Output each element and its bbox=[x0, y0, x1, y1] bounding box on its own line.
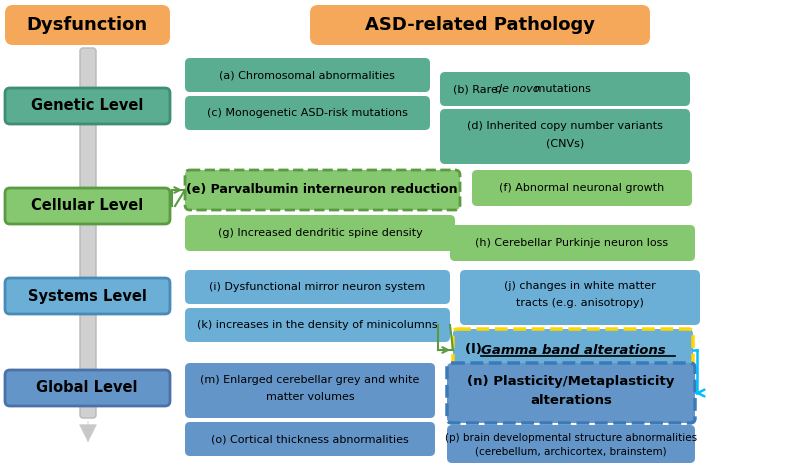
FancyBboxPatch shape bbox=[185, 422, 435, 456]
Text: (f) Abnormal neuronal growth: (f) Abnormal neuronal growth bbox=[499, 183, 665, 193]
FancyBboxPatch shape bbox=[450, 225, 695, 261]
Text: Cellular Level: Cellular Level bbox=[31, 198, 143, 213]
Text: Dysfunction: Dysfunction bbox=[26, 16, 147, 34]
FancyBboxPatch shape bbox=[453, 329, 693, 371]
Text: (n) Plasticity/Metaplasticity: (n) Plasticity/Metaplasticity bbox=[467, 375, 674, 388]
FancyBboxPatch shape bbox=[447, 425, 695, 463]
Text: (g) Increased dendritic spine density: (g) Increased dendritic spine density bbox=[218, 228, 422, 238]
Text: (k) increases in the density of minicolumns: (k) increases in the density of minicolu… bbox=[197, 320, 438, 330]
Text: (i) Dysfunctional mirror neuron system: (i) Dysfunctional mirror neuron system bbox=[209, 282, 425, 292]
FancyBboxPatch shape bbox=[5, 278, 170, 314]
FancyBboxPatch shape bbox=[185, 170, 460, 210]
Text: mutations: mutations bbox=[531, 84, 591, 94]
FancyBboxPatch shape bbox=[472, 170, 692, 206]
Text: Genetic Level: Genetic Level bbox=[31, 98, 143, 114]
Text: Systems Level: Systems Level bbox=[27, 288, 146, 304]
FancyBboxPatch shape bbox=[5, 188, 170, 224]
Text: (d) Inherited copy number variants: (d) Inherited copy number variants bbox=[467, 121, 663, 131]
Text: (p) brain developmental structure abnormalities: (p) brain developmental structure abnorm… bbox=[445, 433, 697, 443]
Text: (cerebellum, archicortex, brainstem): (cerebellum, archicortex, brainstem) bbox=[475, 447, 667, 457]
FancyBboxPatch shape bbox=[185, 96, 430, 130]
FancyBboxPatch shape bbox=[440, 109, 690, 164]
Text: (l): (l) bbox=[465, 344, 486, 357]
Text: (j) changes in white matter: (j) changes in white matter bbox=[504, 281, 656, 291]
Text: tracts (e.g. anisotropy): tracts (e.g. anisotropy) bbox=[516, 298, 644, 308]
Text: (e) Parvalbumin interneuron reduction: (e) Parvalbumin interneuron reduction bbox=[186, 183, 458, 197]
Text: (m) Enlarged cerebellar grey and white: (m) Enlarged cerebellar grey and white bbox=[200, 375, 420, 385]
Text: (o) Cortical thickness abnormalities: (o) Cortical thickness abnormalities bbox=[211, 434, 409, 444]
Text: matter volumes: matter volumes bbox=[266, 392, 354, 402]
Text: (c) Monogenetic ASD-risk mutations: (c) Monogenetic ASD-risk mutations bbox=[206, 108, 407, 118]
FancyBboxPatch shape bbox=[185, 270, 450, 304]
FancyBboxPatch shape bbox=[310, 5, 650, 45]
Text: (CNVs): (CNVs) bbox=[546, 139, 584, 149]
Text: de novo: de novo bbox=[495, 84, 540, 94]
FancyBboxPatch shape bbox=[460, 270, 700, 325]
Text: alterations: alterations bbox=[530, 394, 612, 407]
FancyBboxPatch shape bbox=[80, 48, 96, 418]
Text: Global Level: Global Level bbox=[36, 380, 138, 395]
FancyBboxPatch shape bbox=[185, 215, 455, 251]
FancyBboxPatch shape bbox=[5, 5, 170, 45]
FancyBboxPatch shape bbox=[447, 363, 695, 423]
FancyBboxPatch shape bbox=[5, 88, 170, 124]
Text: ASD-related Pathology: ASD-related Pathology bbox=[365, 16, 595, 34]
Text: Gamma band alterations: Gamma band alterations bbox=[481, 344, 666, 357]
FancyBboxPatch shape bbox=[440, 72, 690, 106]
FancyBboxPatch shape bbox=[185, 308, 450, 342]
FancyBboxPatch shape bbox=[185, 58, 430, 92]
FancyBboxPatch shape bbox=[185, 363, 435, 418]
Text: (b) Rare,: (b) Rare, bbox=[453, 84, 505, 94]
Text: (h) Cerebellar Purkinje neuron loss: (h) Cerebellar Purkinje neuron loss bbox=[475, 238, 669, 248]
FancyBboxPatch shape bbox=[5, 370, 170, 406]
Text: (a) Chromosomal abnormalities: (a) Chromosomal abnormalities bbox=[219, 70, 395, 80]
